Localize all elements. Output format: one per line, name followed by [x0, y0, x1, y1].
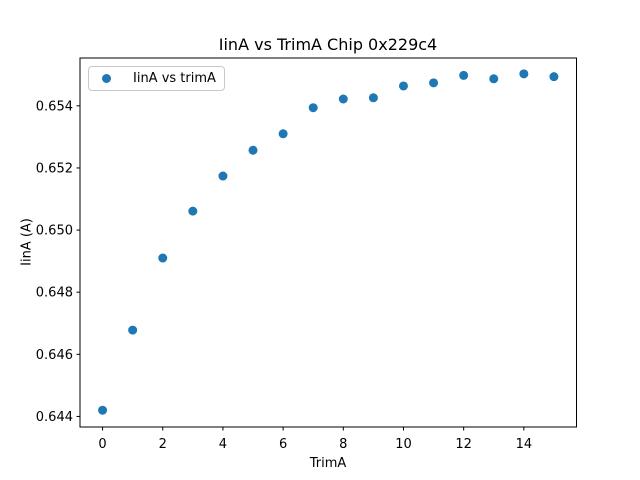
x-tick-label: 0 — [98, 437, 106, 452]
scatter-point — [429, 78, 439, 88]
scatter-point — [489, 74, 499, 84]
scatter-point — [459, 70, 469, 80]
x-tick-label: 6 — [279, 437, 287, 452]
y-tick-label: 0.652 — [36, 161, 73, 176]
scatter-point — [98, 405, 108, 415]
x-tick-label: 8 — [339, 437, 347, 452]
scatter-point — [549, 72, 559, 82]
scatter-point — [158, 253, 168, 263]
scatter-point — [398, 81, 408, 91]
scatter-point — [368, 93, 378, 103]
chart-title: IinA vs TrimA Chip 0x229c4 — [218, 35, 438, 54]
y-tick-label: 0.646 — [36, 348, 73, 363]
x-tick-label: 4 — [219, 437, 227, 452]
x-axis-label: TrimA — [309, 456, 347, 471]
y-tick-label: 0.648 — [36, 286, 73, 301]
scatter-point — [188, 206, 198, 216]
y-axis-label: IinA (A) — [19, 218, 35, 266]
legend-label: IinA vs trimA — [133, 71, 216, 86]
legend-marker-icon — [102, 74, 111, 83]
axes-frame — [79, 57, 577, 428]
scatter-point — [308, 103, 318, 113]
y-tick-label: 0.654 — [36, 99, 73, 114]
scatter-point — [128, 325, 138, 335]
scatter-point — [519, 69, 529, 79]
scatter-point — [248, 145, 258, 155]
x-tick-label: 12 — [455, 437, 472, 452]
scatter-point — [338, 94, 348, 104]
y-tick-label: 0.644 — [36, 410, 73, 425]
legend: IinA vs trimA — [88, 66, 225, 91]
scatter-point — [218, 171, 228, 181]
x-tick-label: 10 — [395, 437, 412, 452]
x-tick-label: 14 — [516, 437, 533, 452]
scatter-point — [278, 129, 288, 139]
y-tick-label: 0.650 — [36, 224, 73, 239]
x-tick-label: 2 — [159, 437, 167, 452]
